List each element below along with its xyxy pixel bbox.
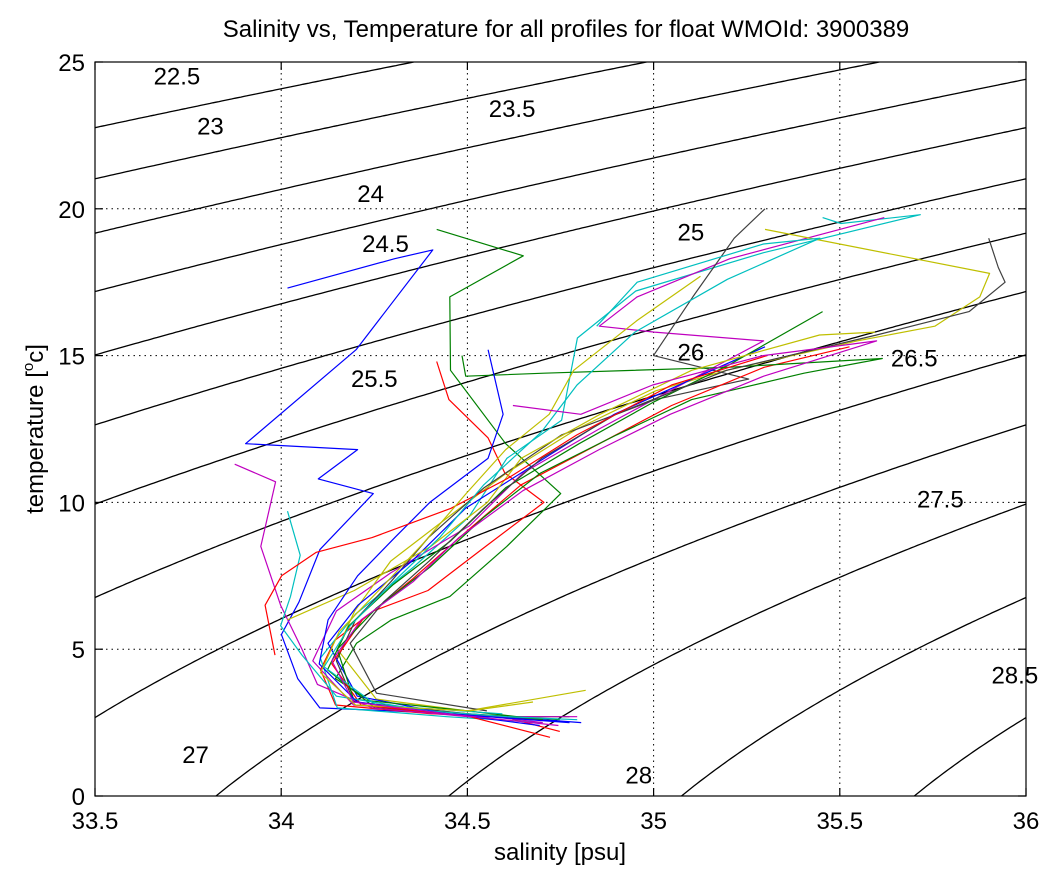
profile-line — [336, 228, 991, 712]
density-contour-line — [95, 62, 883, 234]
y-tick-label: 15 — [58, 344, 85, 371]
density-contour-line — [680, 596, 1026, 796]
contour-label: 24.5 — [362, 231, 409, 258]
density-contours — [95, 62, 1026, 796]
contour-label: 25.5 — [351, 366, 398, 393]
contour-label: 26 — [677, 340, 704, 367]
y-tick-label: 20 — [58, 197, 85, 224]
plot-frame — [94, 61, 1027, 797]
profile-line — [331, 340, 878, 727]
contour-label: 26.5 — [891, 346, 938, 373]
density-contour-line — [95, 62, 417, 129]
profile-line — [323, 237, 821, 715]
profile-line — [319, 275, 701, 712]
y-tick-label: 25 — [58, 50, 85, 77]
profile-series — [234, 208, 1006, 738]
contour-labels: 22.5 23 23.5 24 24.5 25 25.5 26 26.5 27 27.5 28 28.5 — [154, 64, 1039, 790]
contour-label: 27 — [182, 742, 209, 769]
contour-label: 23.5 — [489, 96, 536, 123]
y-axis-label-prefix: temperature [ — [22, 371, 49, 514]
y-axis-label-superscript: o — [20, 363, 37, 371]
profile-line — [349, 238, 1006, 712]
x-axis: 33.5 34 34.5 35 35.5 36 — [72, 62, 1040, 835]
contour-label: 23 — [197, 114, 224, 141]
contour-label: 25 — [677, 219, 704, 246]
contour-label: 28.5 — [991, 663, 1038, 690]
density-contour-line — [95, 127, 1026, 356]
profile-line — [287, 331, 875, 621]
y-axis-label-suffix: c] — [22, 344, 49, 363]
profile-line — [336, 355, 883, 721]
density-contour-line — [95, 178, 1026, 426]
y-tick-label: 5 — [72, 637, 85, 664]
profile-line — [331, 346, 850, 738]
contour-label: 27.5 — [917, 486, 964, 513]
density-contour-line — [214, 424, 1026, 796]
x-tick-label: 36 — [1013, 808, 1040, 835]
density-contour-line — [447, 503, 1026, 796]
contour-label: 22.5 — [154, 64, 201, 91]
density-contour-line — [95, 290, 1026, 599]
contour-label: 24 — [357, 181, 384, 208]
density-contour-line — [95, 78, 1026, 293]
profile-line — [264, 355, 768, 656]
chart-title: Salinity vs, Temperature for all profile… — [223, 16, 910, 43]
x-tick-label: 35.5 — [816, 808, 863, 835]
contour-label: 28 — [625, 762, 652, 789]
y-axis: 0 5 10 15 20 25 — [58, 50, 1026, 811]
density-contour-line — [95, 232, 1026, 505]
density-contour-line — [95, 354, 1026, 719]
density-contour-line — [95, 62, 650, 180]
density-contour-line — [913, 717, 1026, 796]
profile-line — [335, 208, 766, 721]
profile-line — [280, 511, 578, 721]
grid-lines — [95, 62, 1026, 796]
x-tick-label: 35 — [640, 808, 667, 835]
profile-line — [312, 217, 885, 724]
y-axis-label: temperature [oc] — [20, 344, 49, 514]
x-tick-label: 34.5 — [444, 808, 491, 835]
y-tick-label: 0 — [72, 784, 85, 811]
y-tick-label: 10 — [58, 490, 85, 517]
x-tick-label: 34 — [268, 808, 295, 835]
x-axis-label: salinity [psu] — [494, 839, 626, 866]
profile-line — [234, 463, 578, 718]
x-tick-label: 33.5 — [72, 808, 119, 835]
